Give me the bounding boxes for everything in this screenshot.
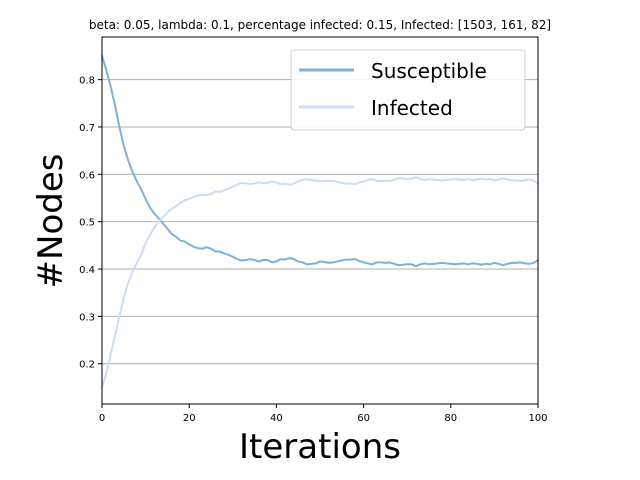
y-tick-label: 0.6 <box>79 170 95 181</box>
y-tick-label: 0.7 <box>79 123 95 134</box>
legend-label-susceptible: Susceptible <box>371 59 487 83</box>
series-line-susceptible <box>101 54 539 268</box>
x-tick-label: 40 <box>270 413 283 424</box>
plot-frame <box>101 36 539 405</box>
y-tick-label: 0.5 <box>79 218 95 229</box>
y-tick-label: 0.4 <box>79 265 95 276</box>
x-tick-label: 60 <box>357 413 370 424</box>
chart-title: beta: 0.05, lambda: 0.1, percentage infe… <box>89 18 551 32</box>
x-tick-label: 100 <box>528 413 547 424</box>
y-tick-label: 0.3 <box>79 312 95 323</box>
x-tick-label: 0 <box>99 413 105 424</box>
series-layer <box>101 54 539 389</box>
x-tick-label: 80 <box>444 413 457 424</box>
y-tick-label: 0.2 <box>79 360 95 371</box>
legend: Susceptible Infected <box>290 49 526 131</box>
x-axis-label: Iterations <box>239 427 401 467</box>
series-line-infected <box>101 176 539 389</box>
tick-layer: 0.2 0.3 0.4 0.5 0.6 0.7 0.8 0 20 40 60 80 100 <box>79 76 547 424</box>
y-axis-label: #Nodes <box>31 154 71 289</box>
legend-label-infected: Infected <box>371 96 453 120</box>
y-tick-label: 0.8 <box>79 76 95 87</box>
x-tick-label: 20 <box>183 413 196 424</box>
